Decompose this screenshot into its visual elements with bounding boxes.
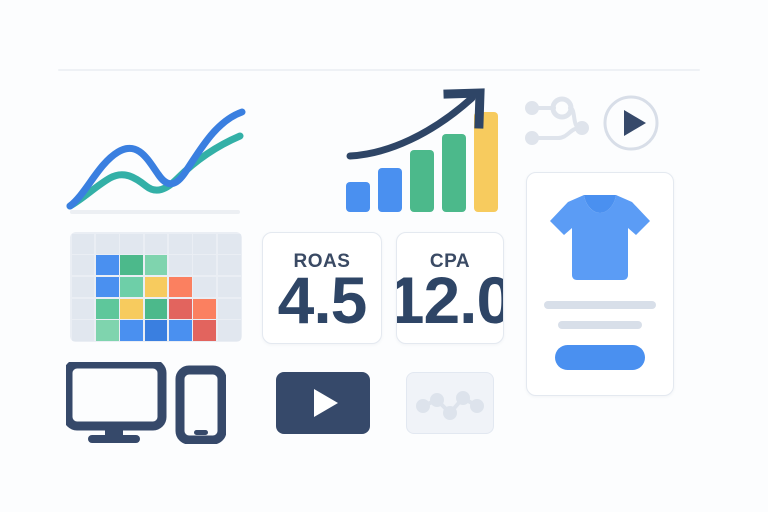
bar-3: [410, 150, 434, 212]
heatmap-cell: [144, 320, 168, 341]
growth-bar-chart: [340, 82, 506, 214]
heatmap-cell: [193, 255, 217, 276]
heatmap-cell: [71, 276, 95, 298]
heatmap-cell: [120, 276, 144, 298]
heatmap-cell: [168, 320, 192, 341]
play-triangle-icon: [314, 389, 338, 417]
heatmap-cell: [193, 276, 217, 298]
heatmap-cell: [95, 298, 119, 319]
trend-arrow-head: [443, 88, 485, 129]
device-icons-group: [63, 359, 227, 445]
heatmap-cell: [217, 276, 241, 298]
sparkline-network-icon: [416, 391, 484, 420]
heatmap-cell: [95, 255, 119, 276]
performance-line-chart: [62, 86, 248, 214]
heatmap-cell: [217, 255, 241, 276]
sparkline-network-tile[interactable]: [406, 372, 494, 434]
tshirt-product-icon: [546, 189, 654, 283]
kpi-value-roas: 4.5: [277, 263, 368, 337]
heatmap-cell: [120, 233, 144, 254]
product-cta-button[interactable]: [555, 345, 645, 370]
heatmap-cell: [168, 276, 192, 298]
heatmap-cell: [144, 298, 168, 319]
heatmap-cell: [193, 320, 217, 341]
kpi-value-cpa: 12.0: [397, 263, 503, 337]
heatmap-cell: [193, 233, 217, 254]
heatmap-cell: [95, 233, 119, 254]
heatmap-cell: [217, 298, 241, 319]
bar-5: [474, 112, 498, 212]
heatmap-cell: [193, 298, 217, 319]
heatmap-cell: [217, 320, 241, 341]
desktop-monitor-icon: [63, 359, 167, 443]
heatmap-cell: [71, 298, 95, 319]
heatmap-cell: [168, 233, 192, 254]
mobile-phone-icon: [175, 365, 227, 445]
bar-4: [442, 134, 466, 212]
heatmap-cell: [71, 233, 95, 254]
line-series-a-path: [66, 108, 246, 210]
play-circle-ring: [603, 95, 659, 151]
heatmap-cell: [95, 320, 119, 341]
trend-arrow-curve: [346, 94, 476, 160]
flow-node-graph-icon[interactable]: [524, 94, 596, 152]
line-chart-baseline: [70, 210, 240, 214]
kpi-card-cpa[interactable]: CPA 12.0: [396, 232, 504, 344]
product-skeleton-line: [544, 301, 656, 309]
kpi-label-roas: ROAS: [293, 251, 351, 272]
video-play-tile[interactable]: [276, 372, 370, 434]
heatmap-cell: [95, 276, 119, 298]
play-circle-button[interactable]: [602, 94, 660, 152]
kpi-label-cpa: CPA: [429, 251, 471, 272]
heatmap-cell: [144, 276, 168, 298]
heatmap-cell: [71, 255, 95, 276]
heatmap-cell: [144, 233, 168, 254]
heatmap-cell: [144, 255, 168, 276]
channel-heatmap: [70, 232, 242, 342]
heatmap-cell: [71, 320, 95, 341]
heatmap-cell: [168, 298, 192, 319]
kpi-card-roas[interactable]: ROAS 4.5: [262, 232, 382, 344]
bar-1: [346, 182, 370, 212]
heatmap-cell: [120, 298, 144, 319]
product-skeleton-line: [558, 321, 642, 329]
play-triangle-icon: [624, 110, 646, 136]
top-divider: [58, 69, 700, 71]
bar-2: [378, 168, 402, 212]
product-preview-card[interactable]: [526, 172, 674, 396]
heatmap-cell: [168, 255, 192, 276]
heatmap-cell: [120, 320, 144, 341]
heatmap-cell: [120, 255, 144, 276]
heatmap-cell: [217, 233, 241, 254]
